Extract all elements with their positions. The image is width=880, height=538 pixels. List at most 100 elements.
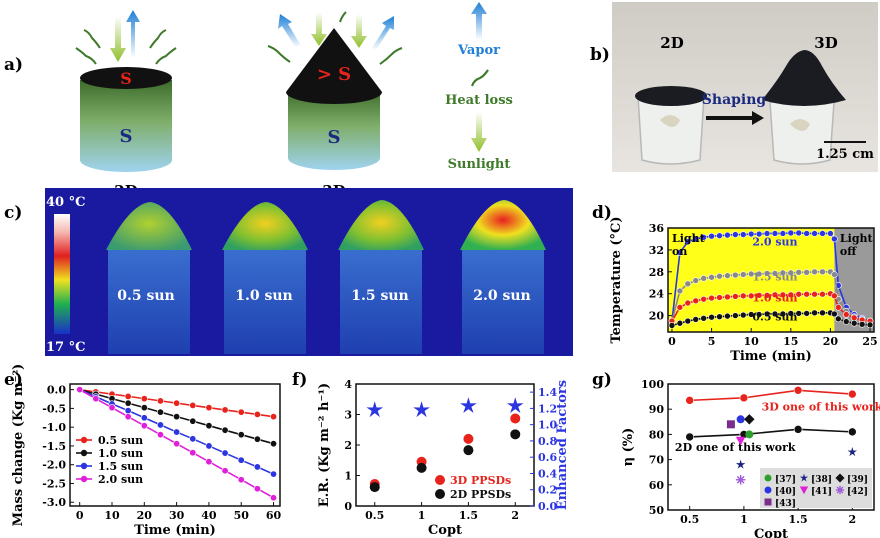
thermal-scale-bottom: 17 °C — [46, 340, 85, 355]
data-point — [692, 297, 700, 305]
data-point — [692, 316, 700, 323]
data-point — [848, 427, 857, 437]
data-point — [787, 229, 795, 237]
legend-entry: 2D PPSDs — [450, 488, 511, 501]
data-point — [700, 275, 707, 282]
y-tick-label: 0.0 — [47, 384, 66, 397]
y2-tick-label: 1.2 — [538, 402, 557, 415]
legend-entry: 2.0 sun — [98, 473, 143, 486]
data-point — [732, 271, 739, 279]
series-line — [689, 428, 853, 438]
data-point — [732, 231, 739, 238]
data-point — [724, 231, 731, 239]
thermal-samples — [106, 200, 546, 354]
legend-entry: [43] — [775, 499, 796, 509]
thermal-label-3: 2.0 sun — [473, 288, 530, 304]
panel-e-chart: e) 0 10 20 30 40 50 60 0.0 -0.5 -1.0 -1.5 -2.0 -2.5 -… — [4, 364, 282, 538]
data-point — [779, 230, 787, 237]
y-tick-label: 1 — [344, 470, 352, 483]
plot-frame — [667, 227, 875, 333]
data-point — [763, 310, 771, 318]
photo-label-3d: 3D — [814, 34, 837, 52]
data-point — [205, 404, 213, 412]
data-point — [763, 230, 771, 237]
data-point-star — [366, 401, 384, 418]
data-point — [739, 271, 747, 278]
data-point — [416, 462, 427, 473]
legend-entry: 0.5 sun — [98, 434, 143, 447]
x-tick-label: 25 — [862, 335, 877, 348]
sunlight-arrow-icon — [471, 112, 487, 152]
x-axis-label: Time (min) — [134, 523, 216, 538]
data-point — [724, 312, 731, 320]
data-point — [463, 445, 474, 456]
y-axis-label: Temperature (°C) — [609, 216, 624, 343]
data-point — [763, 292, 771, 299]
y-tick-label: 80 — [649, 428, 665, 441]
data-point — [700, 234, 707, 241]
legend-entry: 1.5 sun — [98, 460, 143, 473]
y-axis-label: Mass change (Kg m⁻²) — [11, 364, 26, 527]
data-point — [221, 467, 229, 475]
annotation-light-on: Light — [672, 232, 706, 245]
mass-change-chart: 0 10 20 30 40 50 60 0.0 -0.5 -1.0 -1.5 -2.0 -2.5 -3.0… — [11, 364, 282, 538]
panel-label-g: g) — [592, 370, 612, 390]
legend-marker — [835, 485, 845, 495]
data-point — [739, 231, 747, 238]
asterisk-stroke — [736, 475, 745, 484]
data-point — [692, 235, 700, 243]
data-point — [811, 309, 818, 317]
data-point — [755, 270, 763, 278]
data-point — [831, 271, 838, 278]
data-point — [827, 230, 834, 237]
data-point — [803, 310, 810, 317]
shaping-label: Shaping — [702, 92, 767, 108]
plot-frame — [667, 383, 875, 511]
data-point — [684, 280, 692, 288]
data-point — [124, 392, 132, 400]
data-point — [205, 458, 213, 466]
legend-marker — [435, 489, 445, 499]
curve-label: 0.5 sun — [752, 311, 797, 324]
x-tick-label: 10 — [744, 335, 760, 348]
thermal-scale-top: 40 °C — [46, 195, 85, 210]
data-point — [140, 422, 148, 430]
data-point — [716, 313, 723, 320]
panel-label-c: c) — [4, 203, 22, 223]
panel-label-a: a) — [4, 55, 23, 75]
data-point — [755, 311, 763, 318]
heat-loss-icon — [155, 47, 177, 65]
data-point — [819, 290, 826, 298]
data-point — [253, 463, 261, 471]
data-point — [676, 287, 684, 295]
x-tick-label: 2 — [848, 513, 856, 526]
reference-point — [736, 415, 745, 424]
data-point — [270, 413, 278, 421]
y2-axis-label: Enhanced Factors — [555, 380, 570, 510]
panel-label-d: d) — [592, 203, 612, 223]
data-point — [685, 396, 694, 405]
data-point — [253, 435, 261, 443]
data-point — [831, 292, 838, 300]
data-point — [92, 395, 100, 403]
panel-g-chart: g) 0.5 1 1.5 2 50 60 70 80 90 100 Copt η (%) 3D one … — [592, 370, 880, 538]
data-point — [237, 408, 245, 416]
data-point — [739, 311, 747, 319]
cone3d-body-s: S — [328, 127, 341, 148]
x-tick-label: 0.5 — [365, 509, 384, 522]
data-point — [708, 273, 715, 281]
data-point — [779, 310, 787, 318]
data-point — [724, 272, 731, 279]
heat-loss-icon — [339, 11, 347, 23]
data-point — [173, 413, 181, 421]
data-point — [739, 393, 749, 403]
data-point-star — [506, 397, 524, 414]
data-point — [724, 293, 731, 301]
y-tick-label: 0 — [344, 500, 352, 513]
asterisk-stroke — [836, 486, 844, 494]
plot-frame — [69, 383, 281, 507]
data-point — [676, 304, 684, 311]
data-point — [205, 422, 213, 430]
data-point — [270, 440, 278, 448]
data-point — [676, 249, 684, 256]
